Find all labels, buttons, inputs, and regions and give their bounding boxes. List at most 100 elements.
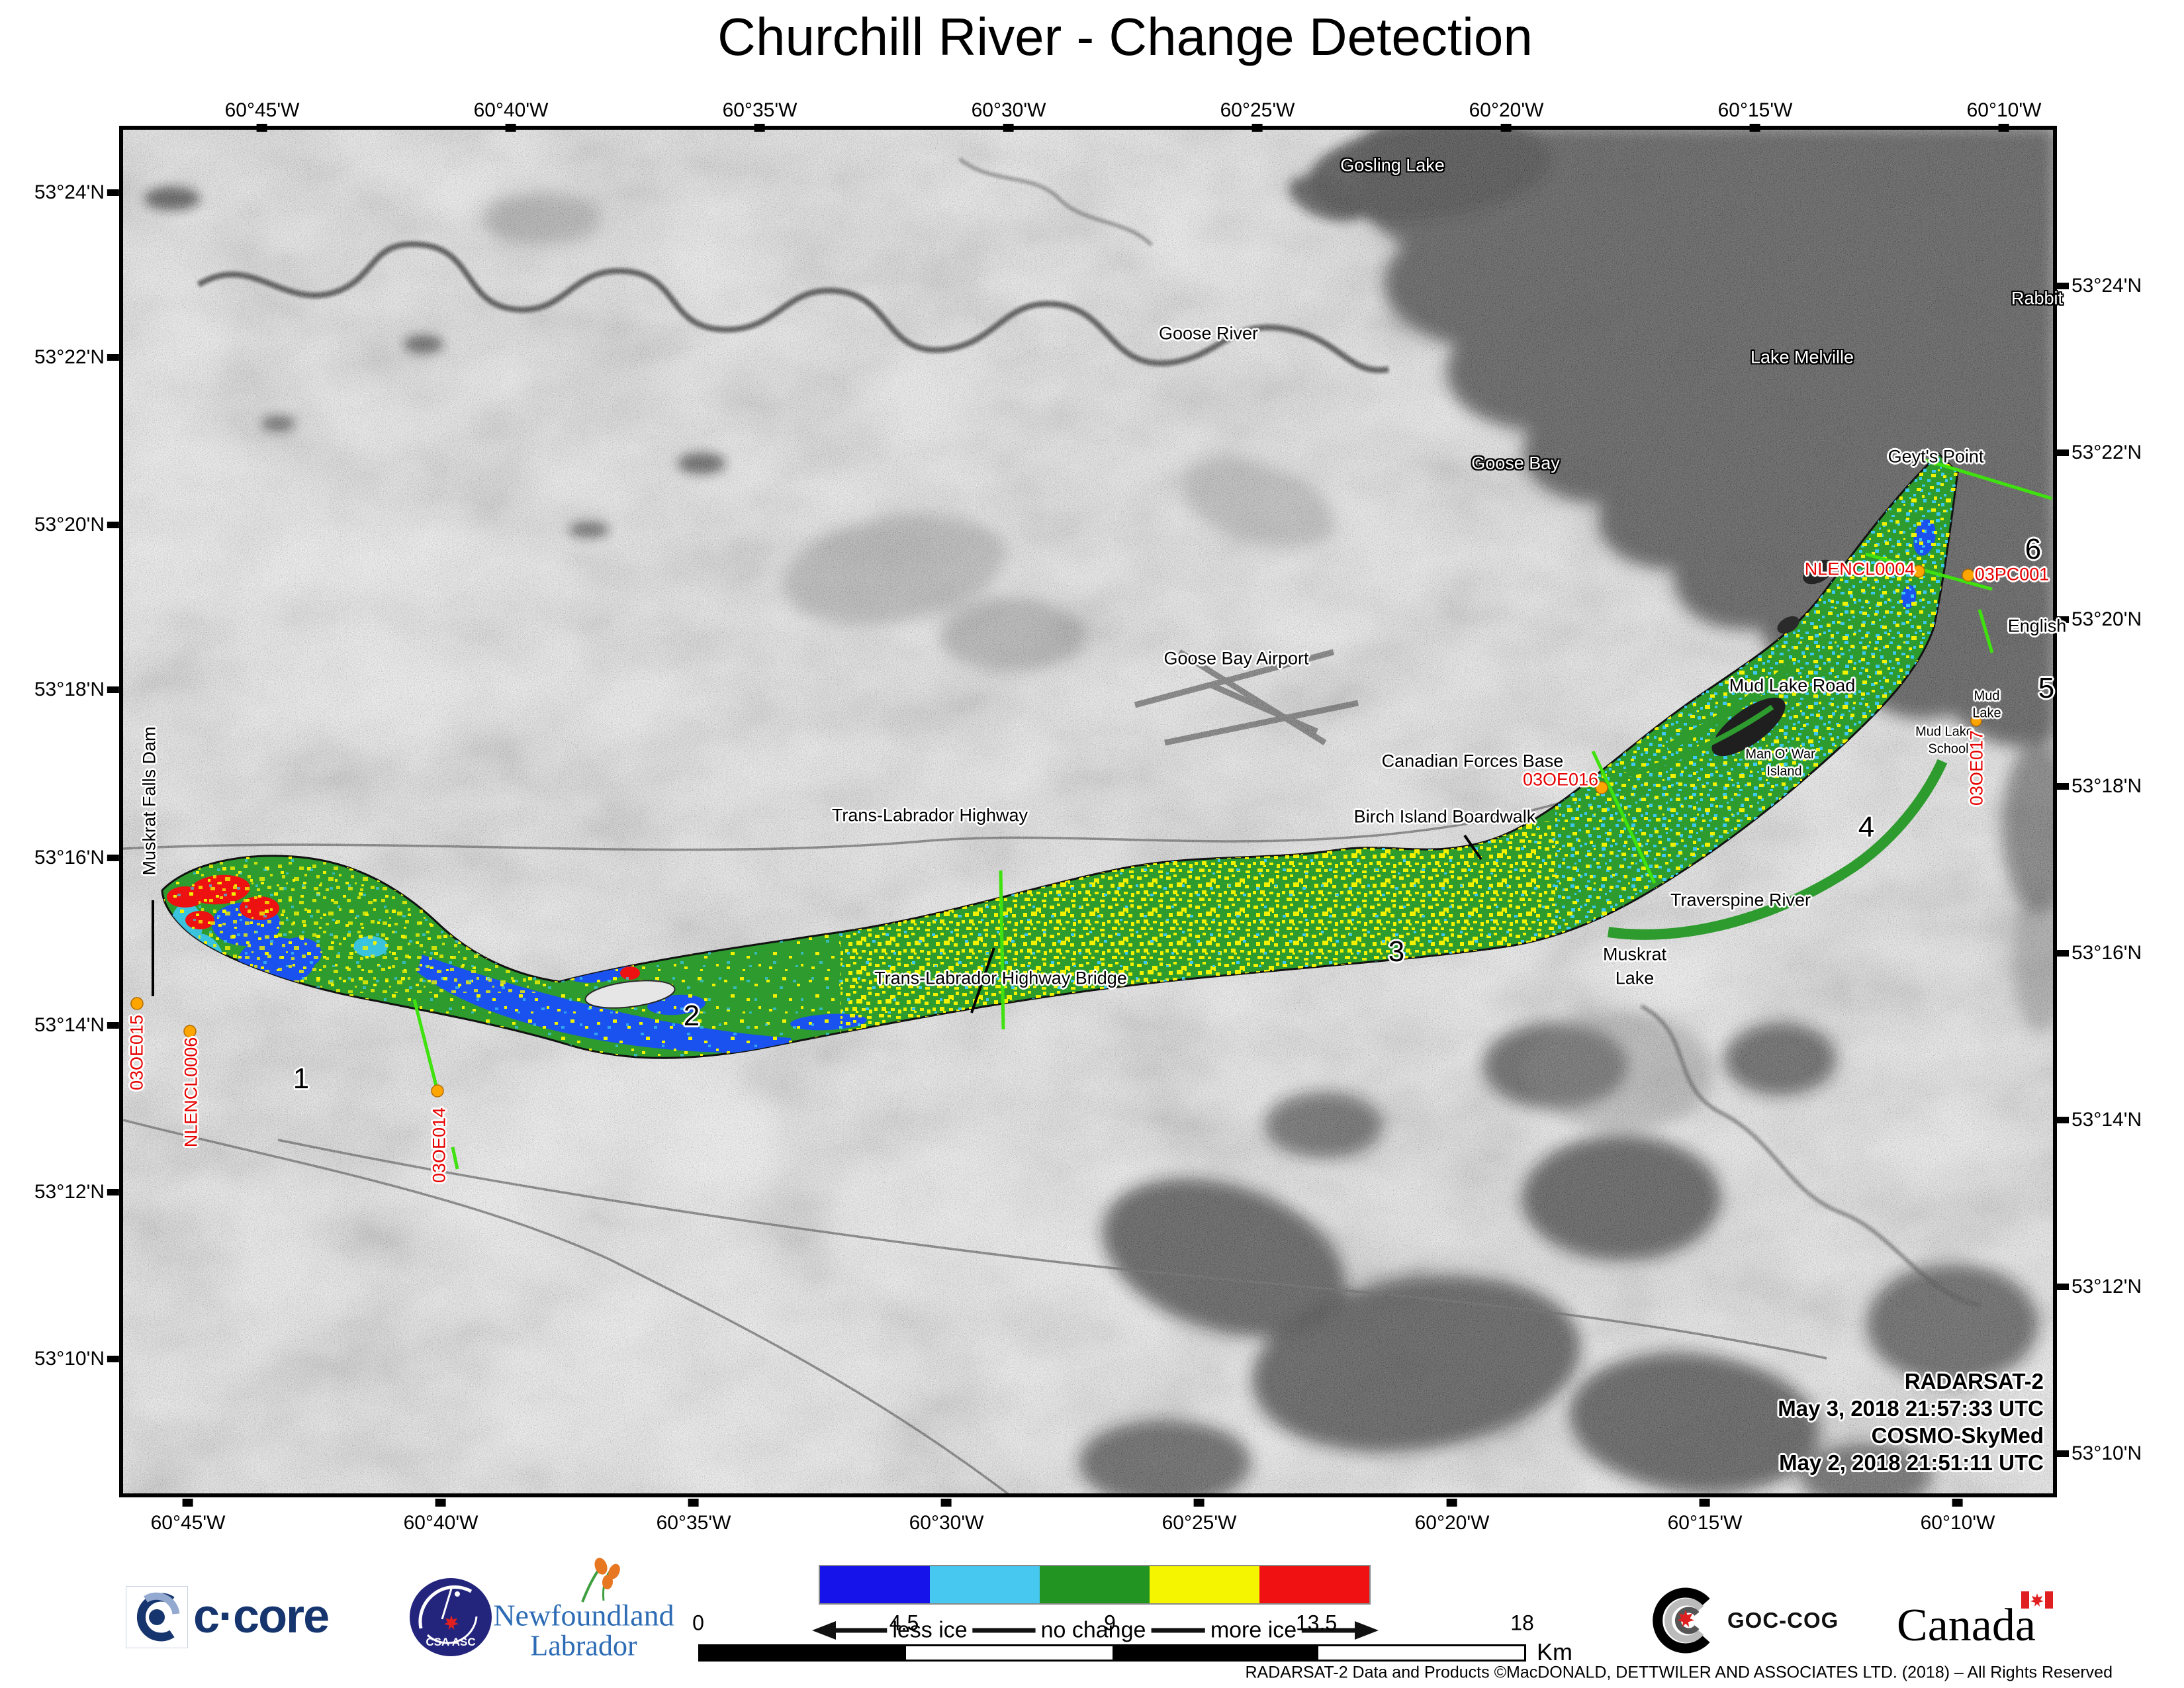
axis-lon-top-3: 60°35'W [722,99,797,132]
axis-lon-bottom-7: 60°15'W [1667,1499,1743,1534]
scalebar-tick-2: 9 [1104,1611,1116,1635]
label-muskrat-lake-1: Muskrat [1602,944,1667,964]
legend-label-less-ice: less ice [887,1617,973,1644]
marker-lines [152,834,1482,1013]
map-canvas [119,126,2057,1497]
axis-lon-bottom-4: 60°30'W [909,1499,984,1534]
data-info-date-2: May 2, 2018 21:51:11 UTC [1779,1450,2044,1475]
legend-swatch-strong-less-ice [820,1566,930,1603]
axis-lat-right-7: 53°12'N [2056,1276,2142,1297]
axis-lon-top-5: 60°25'W [1220,99,1295,132]
label-goose-bay-airport: Goose Bay Airport [1163,648,1309,669]
axis-lat-right-4: 53°18'N [2056,775,2142,797]
label-gosling-lake: Gosling Lake [1340,155,1445,175]
axis-lon-top-1: 60°45'W [224,99,300,132]
label-mud-lake-school-1: Mud Lake [1915,724,1974,739]
nl-logo-text-line1: Newfoundland [493,1598,674,1632]
axis-lat-left-5: 53°16'N [34,847,120,868]
legend-swatch-more-ice [1150,1566,1259,1603]
label-station-03OE014: 03OE014 [429,1107,449,1184]
scalebar-tick-0: 0 [692,1611,704,1635]
label-man-o-war-2: Island [1766,764,1802,779]
label-goose-bay: Goose Bay [1471,453,1560,473]
axis-lat-left-3: 53°20'N [34,514,120,536]
axis-lon-top-4: 60°30'W [971,99,1046,132]
label-zone-5: 5 [2038,672,2055,704]
scalebar [698,1644,1526,1662]
ccore-logo-icon [126,1586,188,1648]
label-station-NLENCL0004: NLENCL0004 [1804,559,1915,579]
axis-lat-left-2: 53°22'N [34,346,120,368]
label-station-03OE015: 03OE015 [126,1014,147,1091]
axis-lon-bottom-8: 60°10'W [1920,1499,1995,1534]
axis-lat-right-5: 53°16'N [2056,942,2142,964]
label-station-03PC001: 03PC001 [1974,564,2050,585]
csa-asc-logo: CSA ASC [410,1578,492,1656]
data-info-sensor-2: COSMO-SkyMed [1871,1423,2044,1448]
legend-label-no-change: no change [1035,1617,1152,1644]
scalebar-seg-3 [1112,1646,1318,1660]
legend-swatch-less-ice [930,1566,1040,1603]
label-traverspine-river: Traverspine River [1670,890,1811,910]
label-station-NLENCL0006: NLENCL0006 [181,1037,201,1148]
label-zone-1: 1 [293,1062,310,1095]
scalebar-tick-4: 18 [1510,1611,1534,1635]
scalebar-seg-2 [906,1646,1113,1660]
label-station-03OE017: 03OE017 [1966,729,1987,806]
label-goose-river: Goose River [1158,323,1259,344]
axis-lat-right-6: 53°14'N [2056,1109,2142,1131]
axis-lon-bottom-3: 60°35'W [656,1499,731,1534]
map-title: Churchill River - Change Detection [717,7,1533,66]
data-info-sensor-1: RADARSAT-2 [1904,1369,2044,1393]
goc-cog-logo-icon [1653,1587,1710,1654]
label-mud-lake-road: Mud Lake Road [1729,675,1856,696]
canada-flag-icon [2021,1591,2053,1609]
scalebar-seg-1 [700,1646,907,1660]
legend-color-bar [819,1565,1371,1605]
axis-lat-right-1: 53°24'N [2056,275,2142,297]
axis-lon-top-2: 60°40'W [473,99,549,132]
label-english: English [2007,616,2067,636]
label-mud-lake-2: Lake [1972,706,2001,721]
label-lake-melville: Lake Melville [1750,347,1854,367]
label-man-o-war-1: Man O' War [1745,747,1815,762]
label-rabbit: Rabbit [2011,288,2064,308]
scalebar-unit: Km [1537,1638,1572,1665]
label-zone-3: 3 [1388,935,1405,968]
label-birch-island-boardwalk: Birch Island Boardwalk [1353,806,1536,827]
axis-lat-left-1: 53°24'N [34,181,120,203]
label-mud-lake-school-2: School [1928,741,1969,757]
label-station-03OE016: 03OE016 [1522,769,1599,790]
axis-lon-bottom-1: 60°45'W [150,1499,226,1534]
legend-swatch-no-change [1040,1566,1150,1603]
axis-lat-left-8: 53°10'N [34,1348,120,1370]
axis-lat-right-8: 53°10'N [2056,1442,2142,1464]
label-zone-6: 6 [2025,533,2042,565]
label-zone-2: 2 [683,1000,700,1032]
data-info-date-1: May 3, 2018 21:57:33 UTC [1778,1396,2044,1421]
axis-lon-bottom-2: 60°40'W [403,1499,478,1534]
label-tlh-bridge: Trans-Labrador Highway Bridge [874,968,1127,988]
label-canadian-forces-base: Canadian Forces Base [1381,751,1564,771]
station-dots [130,565,1982,1098]
axis-lon-bottom-6: 60°20'W [1414,1499,1490,1534]
label-trans-labrador-highway: Trans-Labrador Highway [831,805,1028,825]
scalebar-seg-4 [1318,1646,1524,1660]
scalebar-tick-3: 13.5 [1295,1611,1338,1635]
axis-lon-top-7: 60°15'W [1717,99,1793,132]
label-zone-4: 4 [1858,811,1875,843]
axis-lon-top-6: 60°20'W [1469,99,1544,132]
attribution-text: RADARSAT-2 Data and Products ©MacDONALD,… [1245,1663,2113,1682]
svg-text:CSA ASC: CSA ASC [426,1636,475,1648]
label-muskrat-falls-dam: Muskrat Falls Dam [139,726,159,876]
sar-map-image [123,130,2053,1493]
legend-label-more-ice: more ice [1205,1617,1302,1644]
scalebar-tick-1: 4.5 [889,1611,919,1635]
label-muskrat-lake-2: Lake [1615,968,1655,988]
axis-lat-right-2: 53°22'N [2056,442,2142,463]
axis-lat-right-3: 53°20'N [2056,608,2142,630]
canada-wordmark: Canada [1897,1600,2036,1651]
ccore-logo-text: c·core [193,1590,330,1643]
nl-logo-flower-icon [581,1558,620,1603]
